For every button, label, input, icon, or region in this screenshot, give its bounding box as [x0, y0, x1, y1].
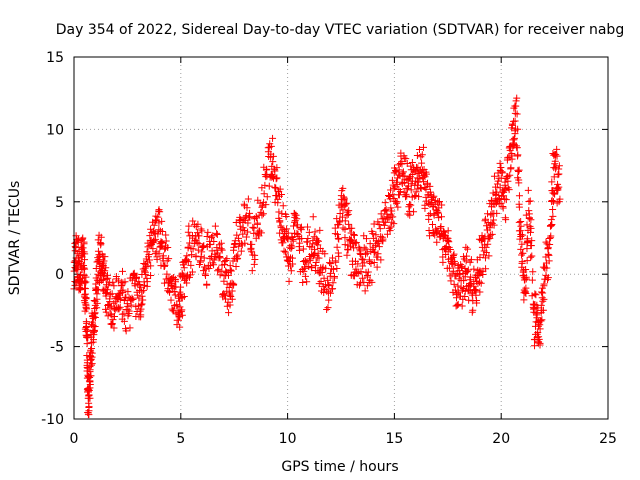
data-points [70, 94, 564, 419]
x-tick-label: 25 [599, 431, 617, 447]
y-tick-label: 10 [46, 122, 64, 138]
x-tick-label: 15 [385, 431, 403, 447]
x-tick-label: 10 [279, 431, 297, 447]
x-tick-label: 5 [176, 431, 185, 447]
y-tick-label: -10 [41, 412, 64, 428]
chart-title: Day 354 of 2022, Sidereal Day-to-day VTE… [56, 22, 624, 38]
sdtvar-series [70, 94, 564, 419]
y-tick-labels: -10 -5 0 5 10 15 [41, 50, 64, 428]
y-tick-label: 5 [55, 195, 64, 211]
x-tick-labels: 0 5 10 15 20 25 [70, 431, 617, 447]
y-tick-label: 15 [46, 50, 64, 66]
plot-frame [73, 56, 609, 420]
x-tick-label: 0 [70, 431, 79, 447]
y-tick-label: -5 [50, 340, 64, 356]
x-tick-label: 20 [492, 431, 510, 447]
y-axis-label: SDTVAR / TECUs [7, 181, 23, 296]
y-tick-label: 0 [55, 267, 64, 283]
x-axis-label: GPS time / hours [281, 459, 398, 475]
